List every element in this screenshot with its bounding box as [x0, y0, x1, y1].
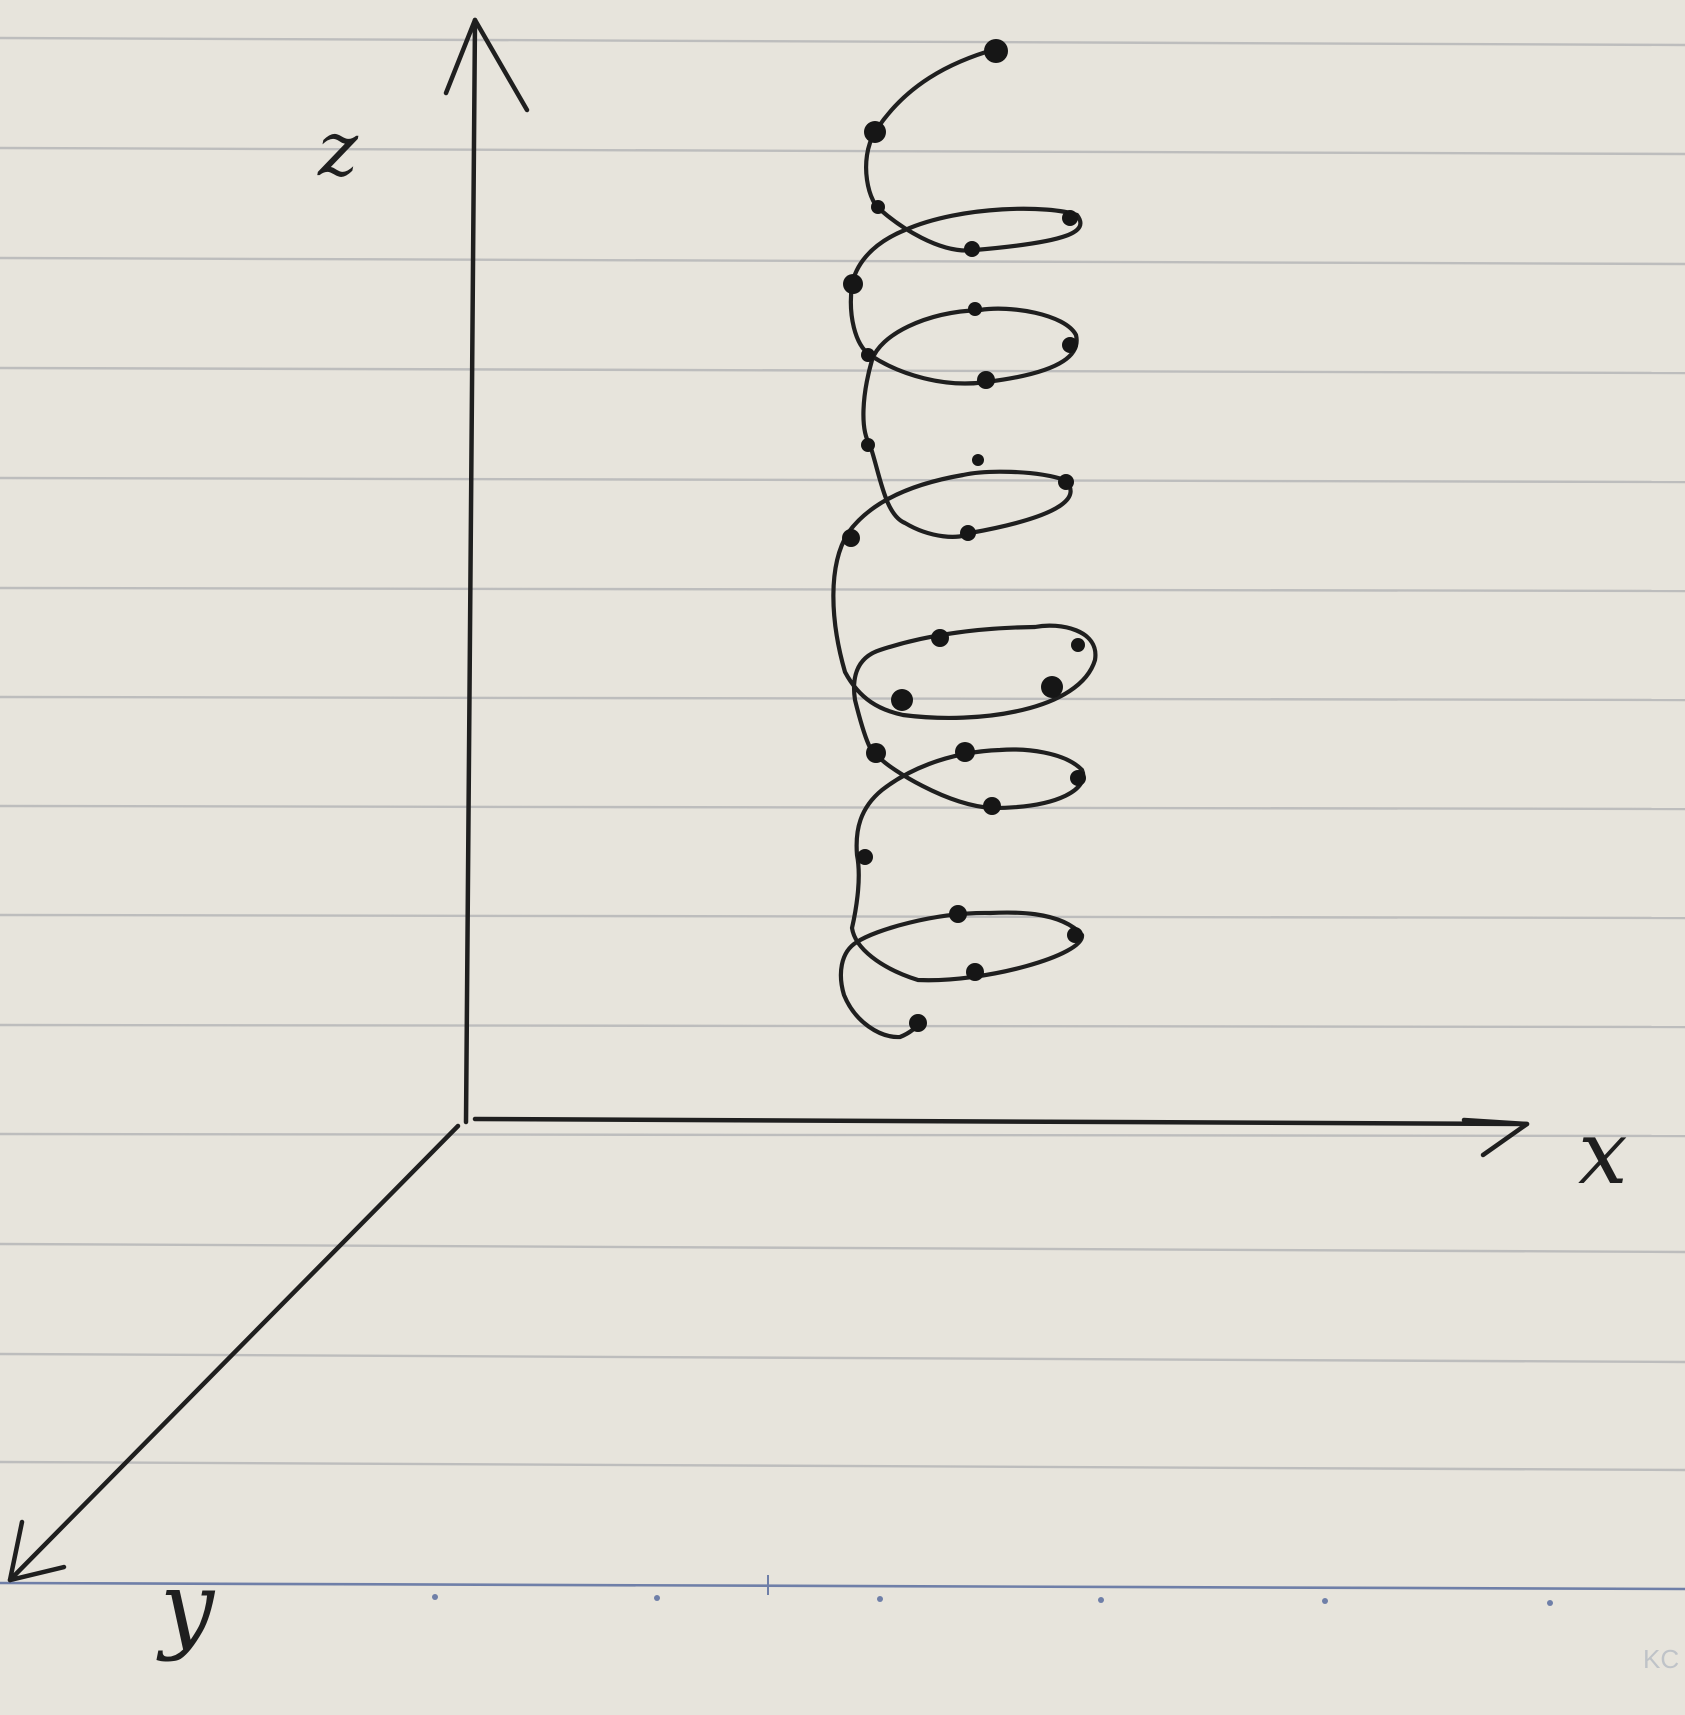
- helix-point: [891, 689, 913, 711]
- helix-point: [983, 797, 1001, 815]
- helix-point: [843, 274, 863, 294]
- ruled-line: [0, 366, 1685, 375]
- helix-point: [1062, 337, 1078, 353]
- helix-point: [842, 529, 860, 547]
- y-axis-label: y: [156, 1551, 216, 1663]
- footer-mark: KC: [1643, 1644, 1679, 1674]
- ruled-line: [0, 1460, 1685, 1472]
- margin-dot: [1547, 1600, 1553, 1606]
- z-axis-line: [463, 17, 478, 1125]
- helix-point: [984, 39, 1008, 63]
- ruled-line: [0, 36, 1685, 47]
- helix-point: [968, 302, 982, 316]
- helix-point: [972, 454, 984, 466]
- margin-line: [0, 1581, 1685, 1591]
- ruled-line: [0, 1132, 1685, 1138]
- ruled-line: [0, 804, 1685, 811]
- helix-point: [1070, 770, 1086, 786]
- helix-point: [1041, 676, 1063, 698]
- margin-dot: [877, 1596, 883, 1602]
- ruled-line: [0, 1023, 1685, 1029]
- ruled-lines: [0, 36, 1685, 1472]
- ruled-line: [0, 913, 1685, 920]
- helix-point: [931, 629, 949, 647]
- helix-point: [955, 742, 975, 762]
- helix-point: [864, 121, 886, 143]
- helix-point: [866, 743, 886, 763]
- y-axis-line: [7, 1123, 461, 1583]
- y-axis-arrowhead: [7, 1519, 67, 1583]
- helix-point: [960, 525, 976, 541]
- z-axis-label: z: [317, 104, 359, 193]
- helix-point: [861, 438, 875, 452]
- helix-point: [1067, 927, 1083, 943]
- helix-point: [977, 371, 995, 389]
- ruled-line: [0, 476, 1685, 484]
- helix-point: [1071, 638, 1085, 652]
- x-axis-line: [472, 1116, 1530, 1127]
- ruled-line: [0, 1242, 1685, 1254]
- margin-dot: [654, 1595, 660, 1601]
- ruled-line: [0, 586, 1685, 593]
- ruled-line: [0, 1352, 1685, 1364]
- z-axis-arrowhead: [443, 17, 530, 113]
- helix-point: [1058, 474, 1074, 490]
- margin-dot: [432, 1594, 438, 1600]
- helix-point: [909, 1014, 927, 1032]
- helix-point: [966, 963, 984, 981]
- ruled-line: [0, 256, 1685, 266]
- ruled-line: [0, 695, 1685, 702]
- helix-point: [949, 905, 967, 923]
- helix-point: [1062, 210, 1078, 226]
- margin-dot: [1322, 1598, 1328, 1604]
- helix-point: [964, 241, 980, 257]
- helix-points: [842, 39, 1086, 1032]
- ruled-line: [0, 146, 1685, 156]
- margin-dot: [1098, 1597, 1104, 1603]
- x-axis-arrowhead: [1461, 1117, 1530, 1158]
- axes: [7, 17, 1530, 1583]
- helix-point: [857, 849, 873, 865]
- helix-point: [871, 200, 885, 214]
- x-axis-label: x: [1578, 1101, 1628, 1204]
- bottom-margin-rule: [0, 1575, 1685, 1606]
- helix-point: [861, 348, 875, 362]
